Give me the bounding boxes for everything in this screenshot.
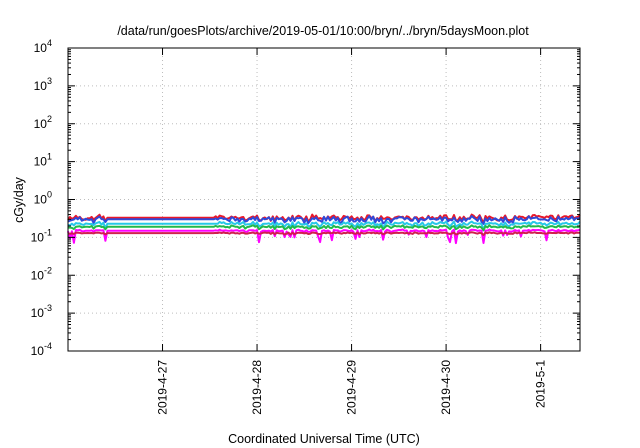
series-line xyxy=(67,220,581,231)
chart-title: /data/run/goesPlots/archive/2019-05-01/1… xyxy=(117,24,529,38)
x-tick-label: 2019-4-30 xyxy=(439,360,453,415)
y-tick-label: 10-1 xyxy=(31,227,52,244)
series-line xyxy=(68,224,581,232)
y-tick-label: 102 xyxy=(34,114,52,131)
series-line xyxy=(67,215,581,225)
grid xyxy=(68,48,580,351)
y-axis-label: cGy/day xyxy=(12,176,26,223)
y-tick-label: 10-2 xyxy=(31,265,52,282)
y-tick-label: 103 xyxy=(34,76,52,93)
x-tick-label: 2019-4-28 xyxy=(250,360,264,415)
x-tick-label: 2019-4-29 xyxy=(345,360,359,415)
x-axis-label: Coordinated Universal Time (UTC) xyxy=(228,432,420,446)
y-tick-label: 10-3 xyxy=(31,303,52,320)
y-tick-label: 101 xyxy=(34,152,52,169)
x-tick-label: 2019-4-27 xyxy=(156,360,170,415)
y-tick-label: 100 xyxy=(34,190,52,207)
y-tick-label: 10-4 xyxy=(31,341,52,358)
series-line xyxy=(67,228,581,245)
series-group xyxy=(67,213,581,245)
y-tick-label: 104 xyxy=(34,38,52,55)
x-tick-label: 2019-5-1 xyxy=(534,360,548,408)
series-line xyxy=(67,231,581,236)
